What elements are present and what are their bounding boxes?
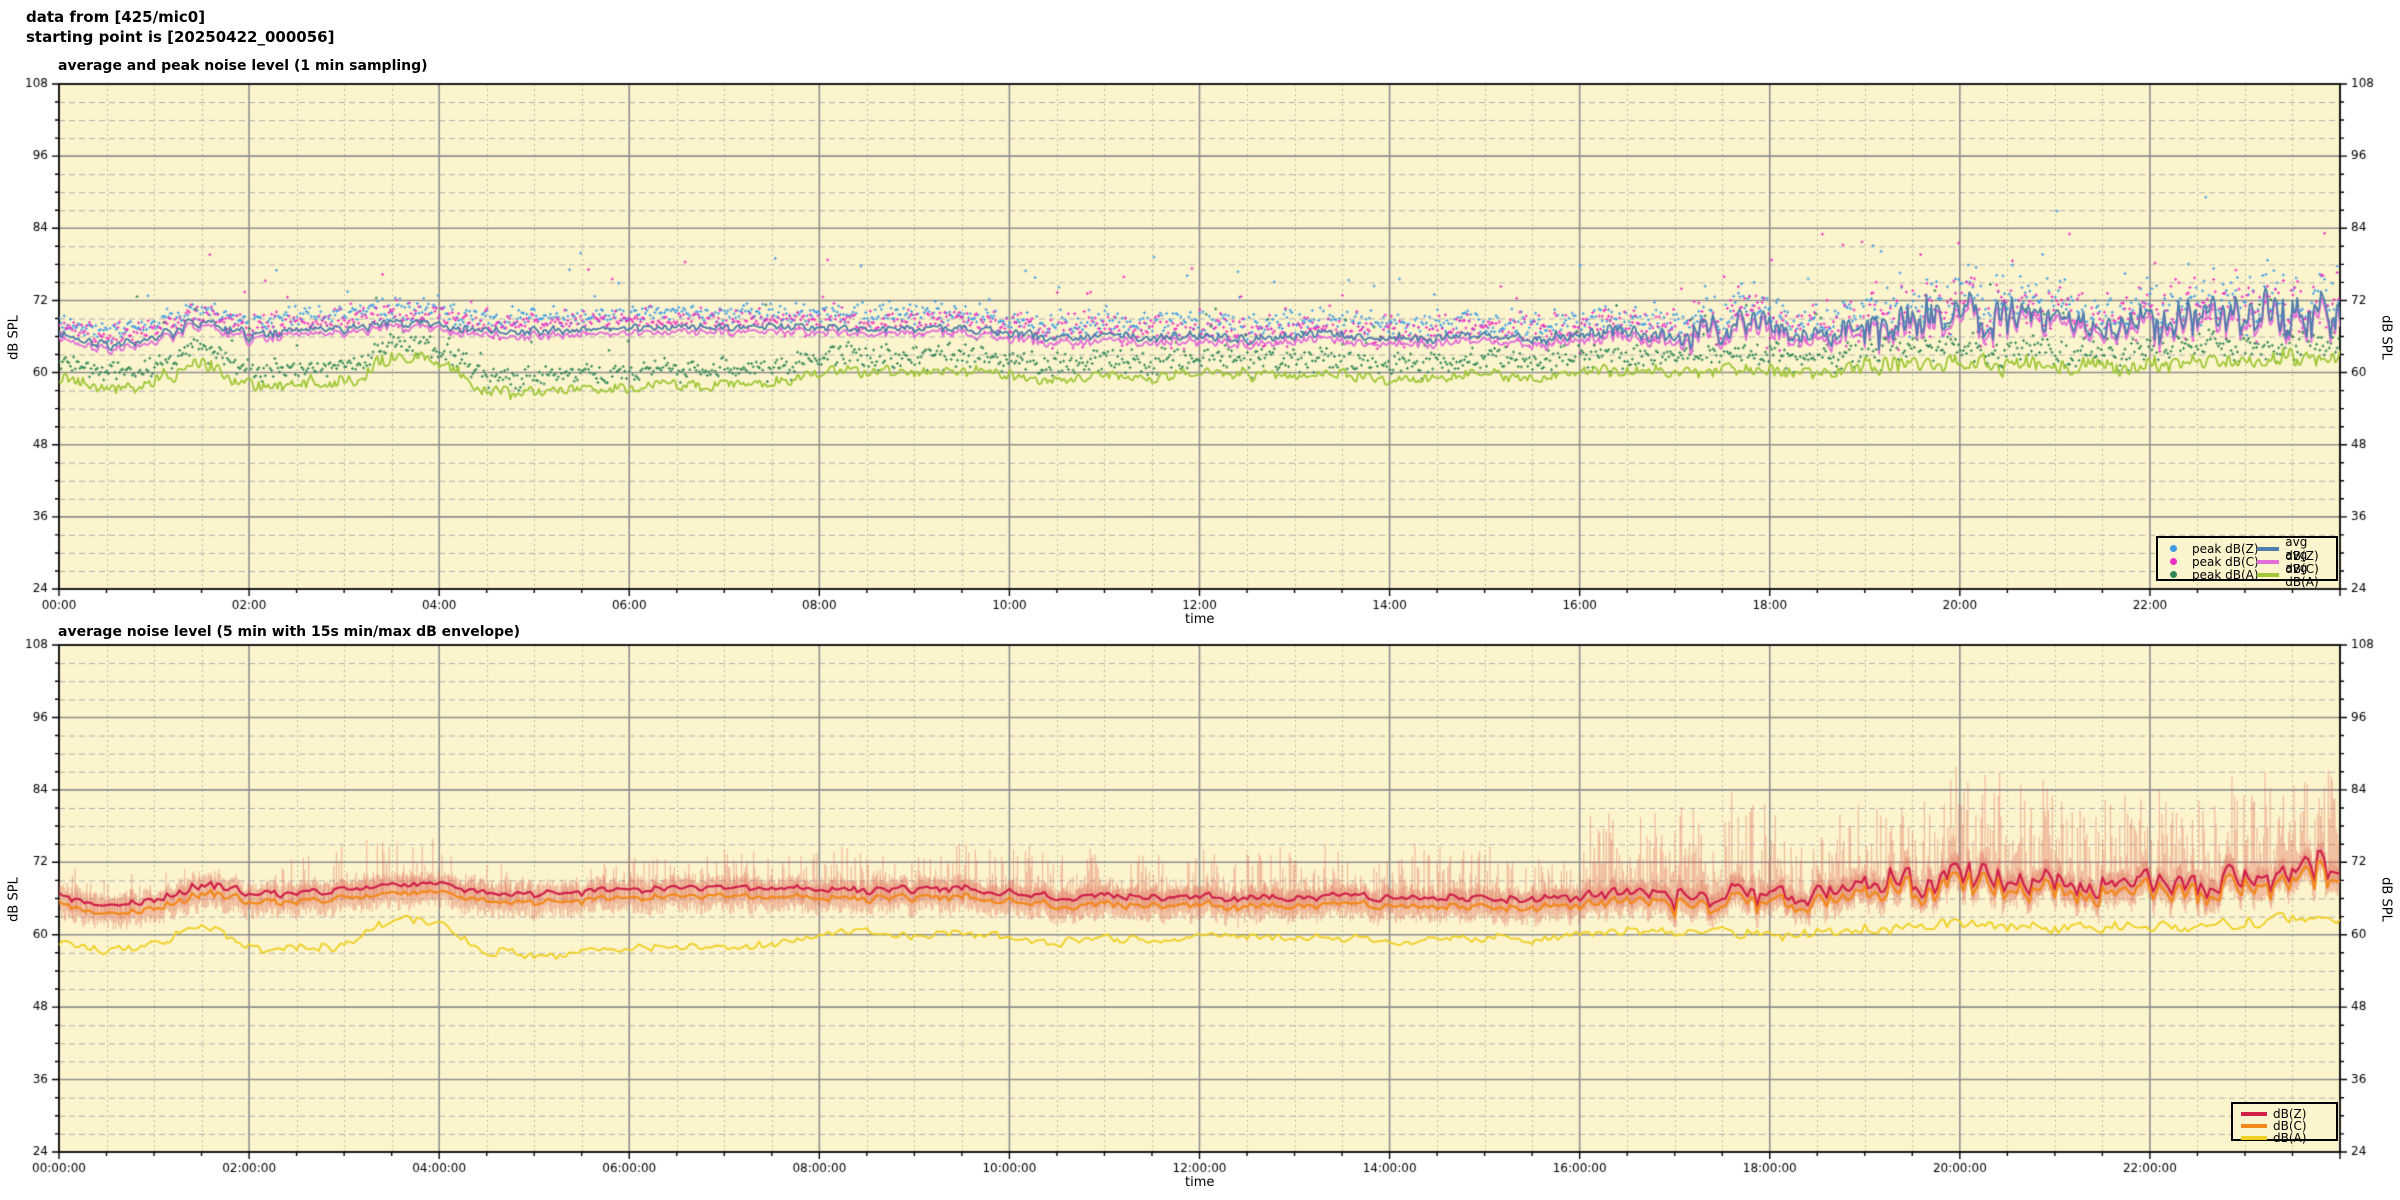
chart1-x-axis-label: time bbox=[1185, 612, 1215, 627]
header-data-source: data from [425/mic0] bbox=[26, 8, 206, 26]
dba-line-icon bbox=[2241, 1135, 2267, 1140]
chart1-title: average and peak noise level (1 min samp… bbox=[58, 58, 428, 74]
legend-label: peak dB(A) bbox=[2192, 567, 2259, 582]
legend-item-peak-dba: peak dB(A) bbox=[2160, 567, 2259, 582]
chart1-y-axis-label-right: dB SPL bbox=[2378, 315, 2394, 360]
legend-item-dbz: dB(Z) bbox=[2241, 1106, 2307, 1121]
chart1-legend: peak dB(Z) peak dB(C) peak dB(A) avg dB(… bbox=[2156, 535, 2338, 589]
legend-item-avg-dbc: avg dB(C) bbox=[2257, 548, 2336, 576]
legend-item-peak-dbc: peak dB(C) bbox=[2160, 554, 2259, 569]
legend-label: peak dB(Z) bbox=[2192, 541, 2259, 556]
peak-dbc-marker-icon bbox=[2170, 558, 2177, 565]
legend-label: dB(A) bbox=[2273, 1130, 2307, 1145]
chart2-legend: dB(Z) dB(C) dB(A) bbox=[2231, 1102, 2338, 1145]
legend-item-avg-dba: avg dB(A) bbox=[2257, 561, 2336, 589]
legend-label: avg dB(A) bbox=[2285, 560, 2319, 589]
legend-label: peak dB(C) bbox=[2192, 554, 2259, 569]
chart2-y-axis-label-right: dB SPL bbox=[2378, 877, 2394, 922]
avg-dbc-line-icon bbox=[2257, 559, 2280, 564]
peak-dba-marker-icon bbox=[2170, 571, 2177, 578]
avg-dba-line-icon bbox=[2257, 572, 2280, 577]
header-starting-point: starting point is [20250422_000056] bbox=[26, 28, 335, 46]
chart2-title: average noise level (5 min with 15s min/… bbox=[58, 624, 521, 640]
chart2-x-axis-label: time bbox=[1185, 1175, 1215, 1190]
chart1-y-axis-label-left: dB SPL bbox=[6, 315, 22, 360]
legend-item-dbc: dB(C) bbox=[2241, 1118, 2307, 1133]
legend-label: avg dB(Z) bbox=[2285, 534, 2319, 563]
legend-item-peak-dbz: peak dB(Z) bbox=[2160, 541, 2259, 556]
avg-dbz-line-icon bbox=[2257, 546, 2280, 551]
legend-item-dba: dB(A) bbox=[2241, 1130, 2307, 1145]
legend-label: dB(Z) bbox=[2273, 1106, 2307, 1121]
legend-label: avg dB(C) bbox=[2285, 547, 2319, 576]
peak-dbz-marker-icon bbox=[2170, 545, 2177, 552]
legend-label: dB(C) bbox=[2273, 1118, 2307, 1133]
chart2-y-axis-label-left: dB SPL bbox=[6, 877, 22, 922]
legend-item-avg-dbz: avg dB(Z) bbox=[2257, 535, 2336, 563]
dbz-line-icon bbox=[2241, 1111, 2267, 1116]
dbc-line-icon bbox=[2241, 1123, 2267, 1128]
